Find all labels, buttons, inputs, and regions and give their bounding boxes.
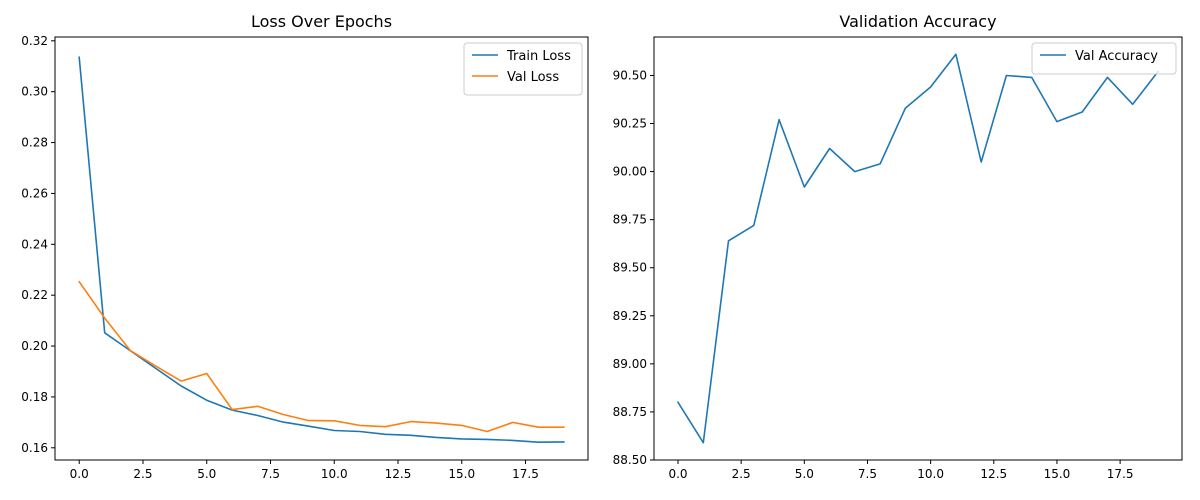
loss-chart-lines <box>78 56 565 444</box>
loss-chart-x-tick-label: 5.0 <box>197 467 216 481</box>
loss-chart-axes-frame <box>54 36 589 461</box>
accuracy-chart-y-axis: 88.50 88.75 89.00 89.25 89.50 89.75 90.00 90.25… <box>613 68 654 467</box>
loss-chart-y-tick-label: 0.18 <box>21 390 48 404</box>
loss-chart-y-tick-label: 0.30 <box>21 85 48 99</box>
accuracy-chart: Validation Accuracy 0.0 2.5 5.0 7.5 10.0 12.5… <box>613 12 1183 481</box>
accuracy-chart-legend-box <box>1031 42 1177 75</box>
loss-chart-y-tick-label: 0.26 <box>21 186 48 200</box>
accuracy-chart-series-line-0 <box>676 53 1160 444</box>
loss-chart-y-tick-label: 0.20 <box>21 339 48 353</box>
loss-chart-x-tick-label: 17.5 <box>512 467 539 481</box>
loss-chart-x-axis: 0.0 2.5 5.0 7.5 10.0 12.5 15.0 17.5 <box>70 460 539 481</box>
loss-chart-x-tick-label: 7.5 <box>261 467 280 481</box>
loss-chart-y-tick-label: 0.16 <box>21 441 48 455</box>
loss-chart: Loss Over Epochs 0.0 2.5 5.0 7.5 10.0 12.5 15.… <box>21 12 589 481</box>
accuracy-chart-legend: Val Accuracy <box>1031 42 1177 75</box>
loss-chart-legend-label-1: Val Loss <box>507 70 559 85</box>
accuracy-chart-y-tick-label: 90.00 <box>613 165 647 179</box>
accuracy-chart-y-tick-label: 89.00 <box>613 357 647 371</box>
loss-chart-y-tick-label: 0.24 <box>21 237 48 251</box>
accuracy-chart-x-tick-label: 15.0 <box>1044 467 1071 481</box>
loss-chart-x-tick-label: 10.0 <box>321 467 348 481</box>
accuracy-chart-axes-frame <box>653 36 1183 461</box>
accuracy-chart-y-tick-label: 89.50 <box>613 261 647 275</box>
loss-chart-y-axis: 0.16 0.18 0.20 0.22 0.24 0.26 0.28 0.30 0.32 <box>21 34 55 455</box>
loss-chart-y-tick-label: 0.22 <box>21 288 48 302</box>
loss-chart-legend-box <box>463 42 583 96</box>
loss-chart-series-line-1 <box>78 280 565 433</box>
loss-chart-legend-label-0: Train Loss <box>506 49 571 64</box>
accuracy-chart-y-tick-label: 88.75 <box>613 405 647 419</box>
loss-chart-x-tick-label: 0.0 <box>70 467 89 481</box>
loss-chart-y-tick-label: 0.28 <box>21 136 48 150</box>
loss-chart-series-line-0 <box>78 56 565 444</box>
accuracy-chart-x-axis: 0.0 2.5 5.0 7.5 10.0 12.5 15.0 17.5 <box>668 460 1133 481</box>
accuracy-chart-x-tick-label: 0.0 <box>668 467 687 481</box>
loss-chart-x-tick-label: 2.5 <box>133 467 152 481</box>
loss-chart-x-tick-label: 12.5 <box>385 467 412 481</box>
accuracy-chart-legend-label-0: Val Accuracy <box>1075 49 1158 64</box>
loss-chart-legend: Train Loss Val Loss <box>463 42 583 96</box>
accuracy-chart-lines <box>676 53 1160 444</box>
accuracy-chart-x-tick-label: 10.0 <box>917 467 944 481</box>
accuracy-chart-x-tick-label: 17.5 <box>1107 467 1134 481</box>
accuracy-chart-y-tick-label: 89.25 <box>613 309 647 323</box>
accuracy-chart-y-tick-label: 88.50 <box>613 453 647 467</box>
accuracy-chart-y-tick-label: 89.75 <box>613 213 647 227</box>
accuracy-chart-y-tick-label: 90.25 <box>613 117 647 131</box>
accuracy-chart-x-tick-label: 5.0 <box>795 467 814 481</box>
accuracy-chart-x-tick-label: 2.5 <box>732 467 751 481</box>
loss-chart-x-tick-label: 15.0 <box>448 467 475 481</box>
accuracy-chart-x-tick-label: 7.5 <box>858 467 877 481</box>
accuracy-chart-title: Validation Accuracy <box>839 12 996 31</box>
loss-chart-title: Loss Over Epochs <box>251 12 392 31</box>
accuracy-chart-x-tick-label: 12.5 <box>980 467 1007 481</box>
accuracy-chart-y-tick-label: 90.50 <box>613 68 647 82</box>
loss-chart-y-tick-label: 0.32 <box>21 34 48 48</box>
